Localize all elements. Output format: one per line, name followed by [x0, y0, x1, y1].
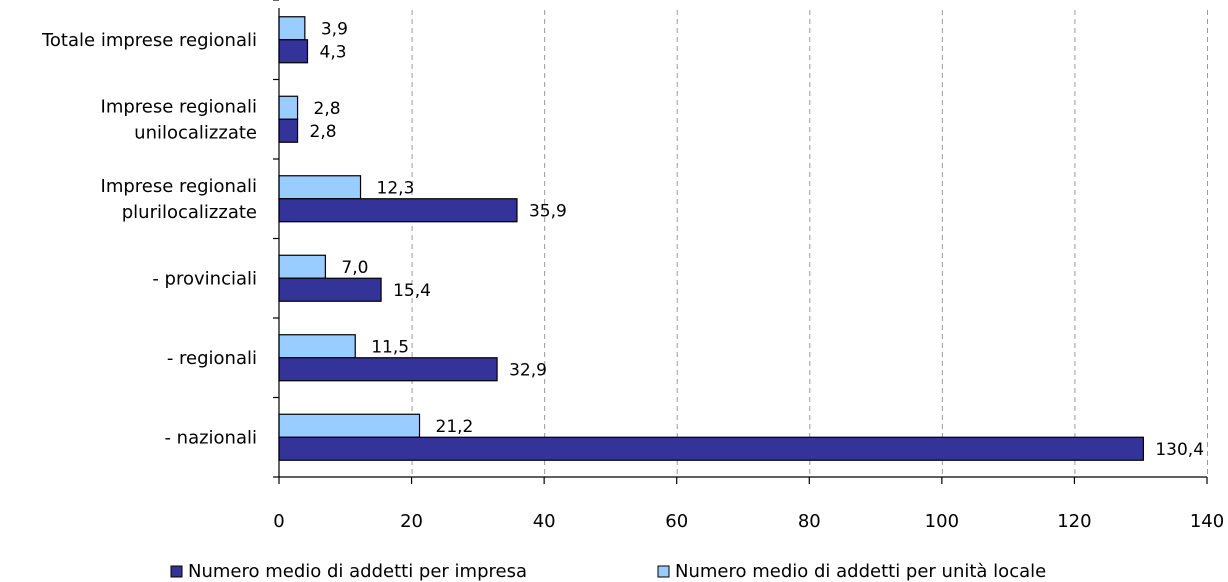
- data-label: 3,9: [321, 19, 348, 39]
- data-label: 12,3: [377, 178, 415, 198]
- data-label: 2,8: [310, 122, 337, 142]
- legend-swatch: [170, 565, 183, 578]
- x-tick-label: 40: [533, 511, 556, 532]
- data-label: 11,5: [371, 337, 409, 357]
- category-label: - regionali: [167, 348, 257, 369]
- bar-impresa: [278, 277, 382, 302]
- x-tick-label: 80: [798, 511, 821, 532]
- category-label: Imprese regionali: [101, 96, 257, 117]
- data-label: 32,9: [509, 360, 547, 380]
- category-label: Imprese regionali: [101, 176, 257, 197]
- bar-unita-locale: [278, 175, 362, 200]
- bar-impresa: [278, 118, 299, 143]
- labels: 3,9 4,3 Totale imprese regionali 2,8 2,8 Impr…: [41, 19, 1204, 460]
- bar-unita-locale: [278, 16, 306, 41]
- bar-unita-locale: [278, 413, 421, 438]
- x-tick-label: 140: [1190, 511, 1224, 532]
- bar-impresa: [278, 39, 309, 64]
- bar-impresa: [278, 357, 498, 382]
- data-label: 35,9: [529, 201, 567, 221]
- data-label: 15,4: [393, 281, 431, 301]
- bar-impresa: [278, 436, 1144, 461]
- x-tick-label: 20: [400, 511, 423, 532]
- legend-label: Numero medio di addetti per unità locale: [675, 561, 1046, 582]
- legend-swatch: [657, 565, 670, 578]
- bar-unita-locale: [278, 95, 299, 120]
- category-label: Totale imprese regionali: [41, 30, 257, 51]
- data-label: 7,0: [341, 258, 368, 278]
- category-label: plurilocalizzate: [122, 202, 257, 223]
- category-label: unilocalizzate: [134, 122, 257, 143]
- legend: Numero medio di addetti per impresa Numer…: [170, 561, 1046, 582]
- grid-lines: [411, 10, 1208, 477]
- data-label: 130,4: [1155, 440, 1204, 460]
- x-tick-label: 100: [925, 511, 959, 532]
- bars: [278, 16, 1144, 461]
- data-label: 4,3: [320, 42, 347, 62]
- category-label: - nazionali: [164, 427, 257, 448]
- data-label: 2,8: [314, 99, 341, 119]
- bar-unita-locale: [278, 334, 356, 359]
- bar-unita-locale: [278, 254, 327, 279]
- x-tick-label: 0: [273, 511, 284, 532]
- legend-label: Numero medio di addetti per impresa: [188, 561, 527, 582]
- axes: 0 20 40 60 80 100 120 140: [273, 0, 1224, 532]
- bar-impresa: [278, 198, 518, 223]
- x-tick-label: 120: [1057, 511, 1091, 532]
- x-tick-label: 60: [665, 511, 688, 532]
- data-label: 21,2: [436, 417, 474, 437]
- category-label: - provinciali: [152, 268, 257, 289]
